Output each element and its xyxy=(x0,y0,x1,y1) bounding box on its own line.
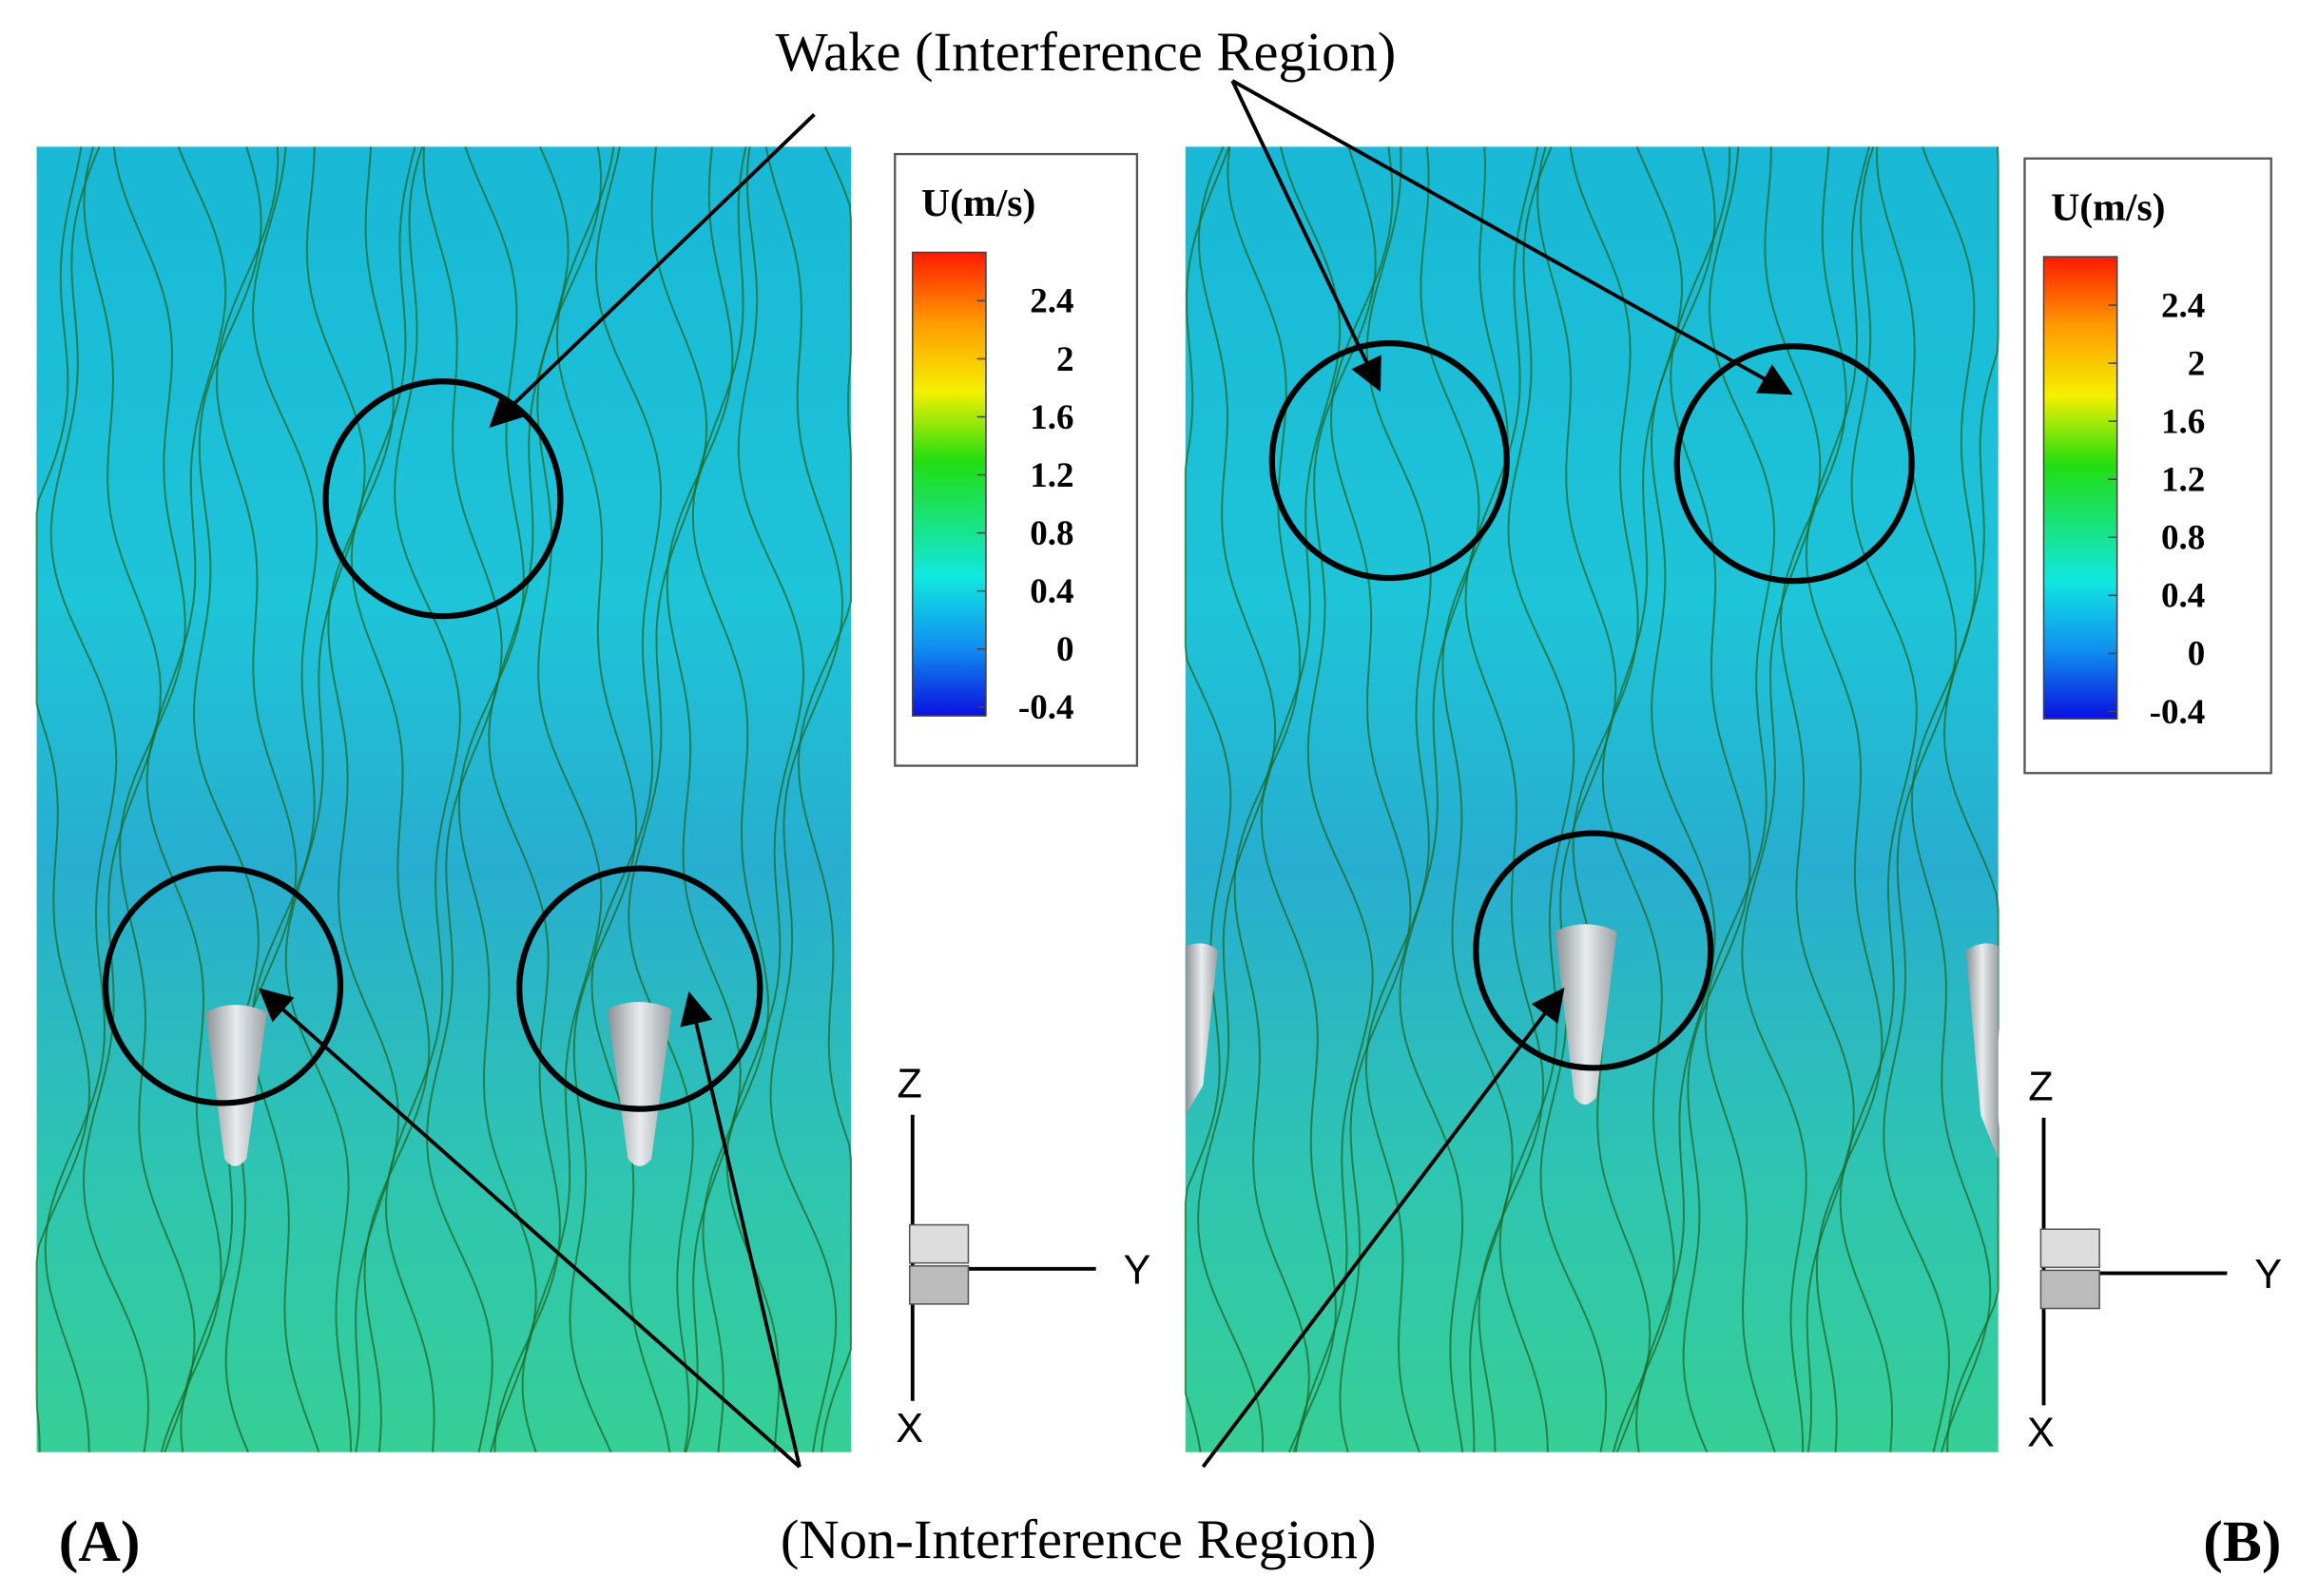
turbine xyxy=(205,1005,267,1166)
top-annotation: Wake (Interference Region) xyxy=(775,21,1396,83)
legend-title: U(m/s) xyxy=(921,182,1035,225)
streamline xyxy=(1569,146,1652,1453)
turbine xyxy=(607,1001,672,1166)
streamline xyxy=(1741,146,1822,1452)
colorbar-tick-label: 0.8 xyxy=(1030,514,1073,553)
streamline xyxy=(1910,146,1992,1452)
colorbar-tick-label: 1.6 xyxy=(1030,398,1073,437)
streamline xyxy=(628,146,708,1452)
axis-label: X xyxy=(896,1406,923,1452)
streamline xyxy=(521,146,603,1453)
streamline xyxy=(1779,146,1855,1452)
streamline xyxy=(1498,145,1575,1452)
axis-label: Y xyxy=(2254,1252,2282,1298)
streamline xyxy=(1295,146,1377,1452)
streamline xyxy=(215,146,298,1453)
colorbar-tick-label: 0.8 xyxy=(2161,519,2205,558)
colorbar-tick-label: 2.4 xyxy=(1030,282,1073,321)
colorbar-tick-label: 0.4 xyxy=(1030,572,1073,611)
streamline xyxy=(666,146,742,1452)
axis-label: Z xyxy=(898,1061,922,1106)
streamline xyxy=(1670,146,1751,1453)
axis-block xyxy=(908,1264,970,1305)
highlight-circles xyxy=(103,340,1915,1112)
streamline xyxy=(457,146,537,1452)
streamline xyxy=(1441,146,1514,1452)
streamline xyxy=(1330,146,1412,1452)
bottom-annotation: (Non-Interference Region) xyxy=(781,1509,1377,1570)
streamline xyxy=(180,146,262,1452)
axis-block xyxy=(2039,1269,2100,1310)
streamline xyxy=(83,146,162,1452)
colorbar xyxy=(2042,256,2118,720)
axis-label: X xyxy=(2027,1411,2055,1456)
streamline xyxy=(1399,146,1480,1452)
streamline xyxy=(797,145,852,1452)
streamline xyxy=(764,146,844,1452)
streamline xyxy=(284,146,366,1452)
legend-title: U(m/s) xyxy=(2051,186,2165,230)
streamline xyxy=(555,146,638,1453)
streamline xyxy=(1942,146,2000,1452)
streamline xyxy=(725,146,805,1452)
streamline xyxy=(384,146,461,1452)
panel-b-field xyxy=(1185,146,1999,1452)
panel-label: (A) xyxy=(59,1509,141,1574)
colorbar-tick-label: 1.6 xyxy=(2161,402,2205,441)
colorbar-tick-label: 0 xyxy=(2188,635,2206,674)
streamline xyxy=(1704,146,1776,1453)
streamline xyxy=(1464,146,1545,1452)
colorbar-tick-label: 1.2 xyxy=(1030,456,1073,495)
colorbar-tick-label: 0.4 xyxy=(2161,577,2205,616)
streamline xyxy=(1184,146,1232,1452)
turbine xyxy=(1555,924,1617,1106)
streamline xyxy=(44,145,118,1452)
colorbar-tick-label: -0.4 xyxy=(1018,688,1074,727)
streamline xyxy=(250,146,320,1453)
colorbar-tick-label: -0.4 xyxy=(2150,693,2206,732)
legends: U(m/s) 2.4 2 1.6 1.2 0.8 0.4 0 -0.4 Z Y X U(m/s) 2.4 2… xyxy=(894,152,2282,1456)
streamline xyxy=(1839,146,1918,1452)
streamline xyxy=(35,146,90,1452)
streamline xyxy=(112,146,196,1453)
streamline xyxy=(1260,146,1342,1453)
arrows xyxy=(259,79,1793,1469)
streamlines xyxy=(35,145,2000,1453)
axis-block xyxy=(908,1223,970,1264)
colorbar-tick-label: 0 xyxy=(1056,630,1074,669)
colorbar-tick-label: 1.2 xyxy=(2161,461,2205,500)
streamline xyxy=(1197,145,1277,1452)
turbine xyxy=(1185,943,1218,1115)
streamline xyxy=(590,146,671,1452)
axis-block xyxy=(2039,1228,2100,1269)
panel-a-field xyxy=(36,146,851,1452)
streamline xyxy=(350,146,431,1452)
streamline xyxy=(691,146,769,1452)
streamline xyxy=(1536,146,1617,1452)
streamline xyxy=(422,146,503,1452)
axis-label: Y xyxy=(1123,1247,1150,1293)
axis-label: Z xyxy=(2028,1064,2053,1109)
streamline xyxy=(1227,146,1310,1453)
turbine xyxy=(1965,943,1999,1160)
streamline xyxy=(1634,146,1716,1452)
colorbar-tick-label: 2.4 xyxy=(2161,286,2205,325)
panel-label: (B) xyxy=(2203,1509,2281,1574)
colorbar-tick-label: 2 xyxy=(1056,340,1074,379)
streamline xyxy=(1876,146,1958,1452)
colorbar-tick-label: 2 xyxy=(2188,344,2206,383)
streamline xyxy=(145,145,227,1452)
colorbar xyxy=(912,251,987,717)
